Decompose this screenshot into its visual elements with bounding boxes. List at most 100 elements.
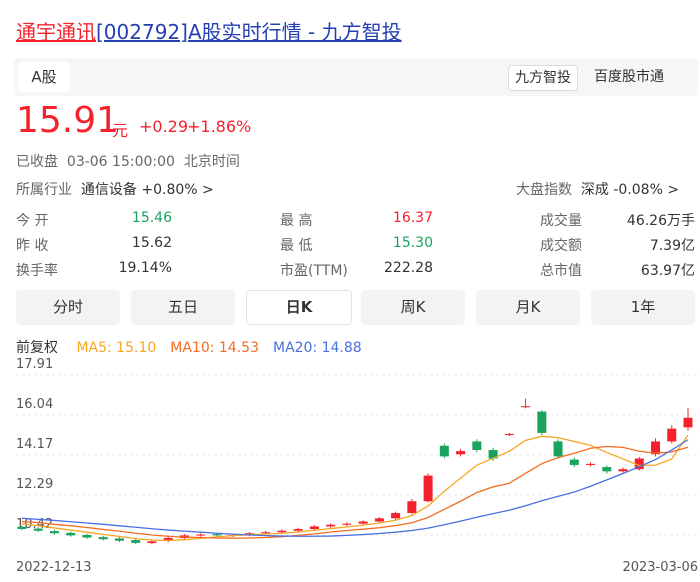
- candle-body: [98, 537, 108, 540]
- candle-body: [131, 540, 141, 543]
- stat-value: 19.14%: [118, 260, 172, 276]
- timezone: 北京时间: [183, 154, 240, 170]
- market-tab[interactable]: A股: [18, 62, 70, 92]
- stat-label: 成交量: [540, 213, 582, 229]
- candle-body: [504, 433, 514, 436]
- y-tick-label: 14.17: [16, 437, 53, 452]
- source-link[interactable]: 百度股市通: [594, 69, 664, 85]
- y-tick-label: 12.29: [16, 477, 53, 492]
- price-change-pct: +1.86%: [187, 117, 252, 136]
- candle-body: [261, 532, 271, 534]
- candle-body: [488, 449, 498, 459]
- stock-name-link[interactable]: 通宇通讯: [16, 20, 96, 44]
- price: 15.91: [16, 100, 120, 141]
- candle-body: [569, 459, 579, 465]
- x-tick-label: 2022-12-13: [16, 560, 92, 575]
- index-change: -0.08%: [613, 182, 663, 198]
- candle-body: [147, 541, 157, 544]
- period-tab[interactable]: 日K: [246, 290, 352, 325]
- page-title: 通宇通讯[002792]A股实时行情 - 九方智投: [16, 16, 402, 45]
- legend-entry: MA10: 14.53: [170, 340, 259, 356]
- stat-label: 市盈(TTM): [280, 263, 348, 279]
- period-tab[interactable]: 1年: [591, 290, 695, 325]
- candle-body: [196, 534, 206, 536]
- stat-label: 总市值: [540, 263, 582, 279]
- stat-value: 7.39亿: [649, 238, 695, 254]
- index-name: 深成: [580, 182, 609, 198]
- status-text: 已收盘: [16, 154, 58, 170]
- stat-label: 昨 收: [16, 238, 49, 254]
- period-tab[interactable]: 月K: [476, 290, 580, 325]
- price-change: +0.29: [139, 117, 189, 136]
- ma-legend: MA5: 15.10 MA10: 14.53 MA20: 14.88: [62, 340, 361, 356]
- candle-body: [342, 523, 352, 525]
- status-date: 03-06 15:00:00: [66, 154, 175, 170]
- stat-value: 15.62: [131, 235, 172, 251]
- ma-line: [21, 439, 689, 537]
- market-index[interactable]: 大盘指数 深成 -0.08% >: [516, 179, 679, 199]
- candle-body: [309, 526, 319, 529]
- stat-label: 今 开: [16, 213, 49, 229]
- candle-body: [439, 445, 449, 457]
- candle-body: [17, 526, 27, 529]
- industry-name: 通信设备: [80, 182, 137, 198]
- candle-body: [374, 518, 384, 522]
- candle-body: [472, 441, 482, 450]
- stat-value: 46.26万手: [626, 213, 695, 229]
- stat-value: 15.30: [392, 235, 433, 251]
- arrow: >: [202, 182, 214, 198]
- adjust-label: 前复权: [16, 340, 58, 356]
- candle-body: [163, 537, 173, 541]
- candle-body: [618, 469, 628, 472]
- title-link[interactable]: [002792]A股实时行情 - 九方智投: [96, 20, 402, 44]
- stat-label: 成交额: [540, 238, 582, 254]
- index-label: 大盘指数: [516, 182, 572, 198]
- status: 已收盘 03-06 15:00:00 北京时间: [16, 151, 240, 171]
- stat-value: 222.28: [384, 260, 433, 276]
- x-tick-label: 2023-03-06: [622, 560, 698, 575]
- ma-line: [21, 434, 689, 542]
- stat-label: 最 高: [280, 213, 313, 229]
- candle-body: [456, 451, 466, 455]
- candle-body: [82, 534, 92, 538]
- candle-body: [407, 501, 417, 513]
- stat-label: 换手率: [16, 263, 58, 279]
- candle-body: [553, 441, 563, 457]
- period-tab[interactable]: 周K: [361, 290, 465, 325]
- candle-body: [537, 411, 547, 433]
- y-tick-label: 16.04: [16, 397, 53, 412]
- chart-legend: 前复权 MA5: 15.10 MA10: 14.53 MA20: 14.88: [16, 337, 362, 357]
- price-unit: 元: [112, 121, 129, 140]
- candle-body: [586, 463, 596, 465]
- candle-body: [66, 532, 76, 536]
- candle-body: [602, 467, 612, 472]
- industry[interactable]: 所属行业 通信设备 +0.80% >: [16, 179, 214, 199]
- y-tick-label: 17.91: [16, 357, 53, 372]
- candle-body: [423, 475, 433, 502]
- stat-value: 15.46: [131, 210, 172, 226]
- tab-bar: A股 九方智投 百度股市通: [14, 58, 698, 96]
- period-tab[interactable]: 五日: [131, 290, 235, 325]
- candle-body: [49, 531, 59, 534]
- period-tab[interactable]: 分时: [16, 290, 120, 325]
- candle-body: [277, 530, 287, 533]
- stat-label: 最 低: [280, 238, 313, 254]
- stat-value: 63.97亿: [640, 263, 695, 279]
- industry-change: +0.80%: [141, 182, 198, 198]
- candle-body: [33, 528, 43, 531]
- source-link[interactable]: 九方智投: [508, 65, 578, 91]
- industry-label: 所属行业: [16, 182, 72, 198]
- candle-body: [391, 512, 401, 519]
- candle-body: [212, 534, 222, 536]
- candle-body: [667, 428, 677, 442]
- candle-body: [114, 538, 124, 541]
- legend-entry: MA20: 14.88: [272, 340, 362, 356]
- ma-line: [21, 445, 689, 539]
- arrow: >: [667, 182, 680, 198]
- candle-body: [521, 406, 531, 408]
- stat-value: 16.37: [392, 210, 433, 226]
- candle-body: [293, 528, 303, 531]
- candle-body: [683, 417, 693, 428]
